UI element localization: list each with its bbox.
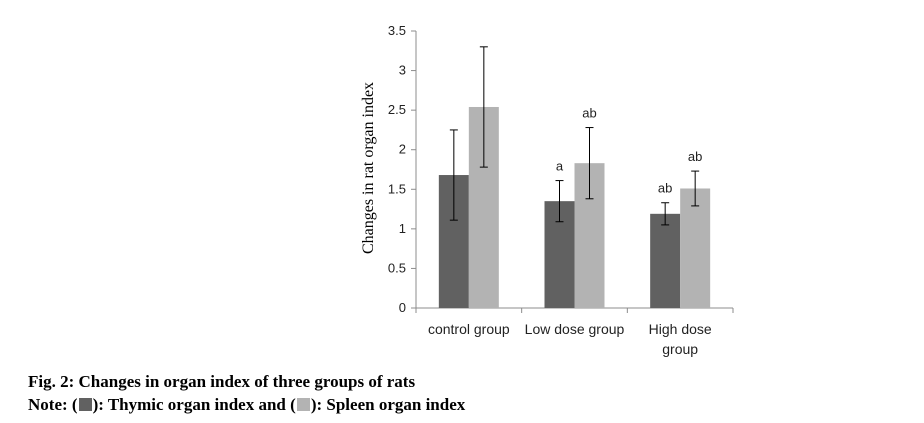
- thymic-legend-swatch: [79, 398, 92, 411]
- x-category-label: control group: [428, 321, 510, 337]
- significance-label: ab: [658, 181, 672, 196]
- y-tick-label: 2: [399, 142, 406, 157]
- y-tick-label: 2.5: [388, 102, 406, 117]
- y-tick-label: 1.5: [388, 181, 406, 196]
- x-category-label: High dose: [649, 321, 712, 337]
- y-tick-label: 0: [399, 300, 406, 315]
- note-middle: ): Thymic organ index and (: [93, 395, 296, 414]
- y-tick-label: 3: [399, 63, 406, 78]
- y-axis-label: Changes in rat organ index: [360, 82, 377, 254]
- significance-label: ab: [688, 149, 702, 164]
- y-tick-label: 0.5: [388, 260, 406, 275]
- x-category-label: group: [662, 341, 698, 357]
- x-category-label: Low dose group: [525, 321, 625, 337]
- significance-label: ab: [582, 106, 596, 121]
- y-tick-label: 3.5: [388, 23, 406, 38]
- spleen-legend-swatch: [297, 398, 310, 411]
- figure-caption: Fig. 2: Changes in organ index of three …: [28, 372, 415, 392]
- figure-note: Note: ( ): Thymic organ index and ( ): Spl…: [28, 395, 465, 415]
- significance-label: a: [556, 159, 564, 174]
- bar-chart: Changes in rat organ index 0 0.5 1 1.5 2 2.5 3…: [0, 0, 924, 370]
- bars: a ab ab ab: [439, 47, 710, 308]
- bar-spleen: [680, 188, 710, 308]
- bar-thymic: [650, 214, 680, 308]
- y-tick-label: 1: [399, 221, 406, 236]
- note-suffix: ): Spleen organ index: [311, 395, 465, 414]
- note-prefix: Note: (: [28, 395, 78, 414]
